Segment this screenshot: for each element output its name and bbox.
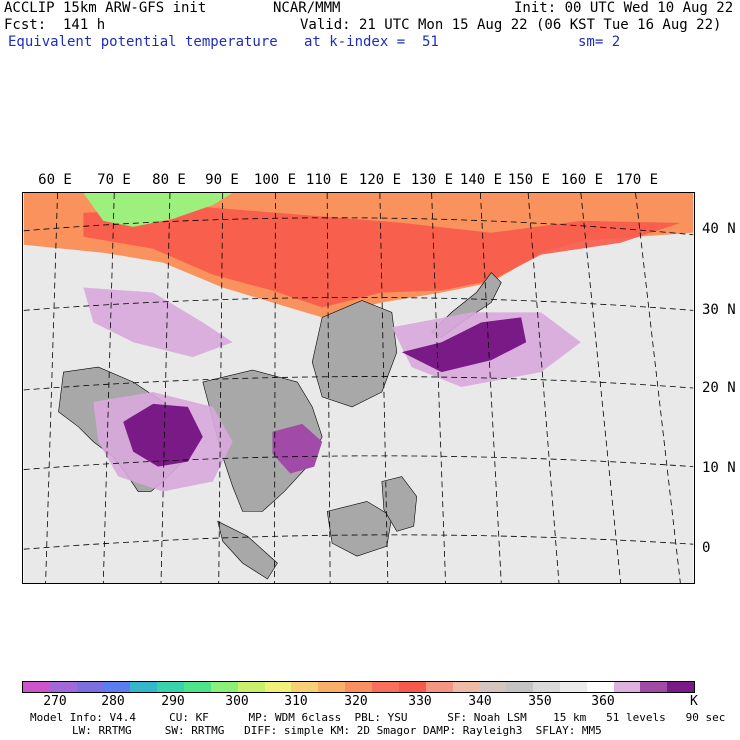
institution: NCAR/MMM [273, 0, 341, 16]
theta-e-map [22, 192, 695, 584]
colorbar-swatch-6 [184, 682, 211, 692]
colorbar-tick-280: 280 [101, 694, 125, 709]
lon-label-160e: 160 E [560, 172, 604, 188]
colorbar-swatch-11 [318, 682, 346, 692]
colorbar-tick-340: 340 [468, 694, 492, 709]
graticule [23, 193, 694, 583]
lon-label-170e: 170 E [615, 172, 659, 188]
smoothing: sm= 2 [578, 34, 621, 50]
colorbar-tick-360: 360 [591, 694, 615, 709]
forecast-hour: Fcst: 141 h [4, 17, 106, 33]
lon-label-140e: 140 E [459, 172, 503, 188]
colorbar-swatch-17 [479, 682, 507, 692]
valid-time: Valid: 21 UTC Mon 15 Aug 22 (06 KST Tue … [300, 17, 722, 33]
colorbar-swatch-21 [586, 682, 614, 692]
land-sumatra [217, 520, 278, 580]
lon-label-60e: 60 E [38, 172, 72, 188]
lon-label-80e: 80 E [152, 172, 186, 188]
colorbar-tick-300: 300 [225, 694, 249, 709]
colorbar-swatch-16 [452, 682, 480, 692]
colorbar-tick-330: 330 [408, 694, 432, 709]
lon-label-110e: 110 E [305, 172, 349, 188]
colorbar-swatch-22 [613, 682, 641, 692]
colorbar-tick-270: 270 [43, 694, 67, 709]
colorbar-swatch-2 [76, 682, 104, 692]
colorbar-swatch-10 [291, 682, 319, 692]
colorbar-swatch-15 [425, 682, 453, 692]
lon-label-130e: 130 E [410, 172, 454, 188]
theta-e-light-purple-north [83, 287, 233, 358]
lon-label-90e: 90 E [205, 172, 239, 188]
colorbar-swatch-12 [345, 682, 372, 692]
theta-e-max-japan [401, 317, 527, 373]
lon-label-120e: 120 E [358, 172, 402, 188]
colorbar-tick-350: 350 [528, 694, 552, 709]
colorbar-swatch-20 [559, 682, 587, 692]
lat-label-20n: 20 N [702, 380, 736, 396]
colorbar-tick-310: 310 [284, 694, 308, 709]
colorbar-swatch-3 [103, 682, 131, 692]
colorbar-unit: K [690, 694, 698, 709]
colorbar-swatch-9 [264, 682, 292, 692]
land-philippines [381, 476, 418, 532]
colorbar-swatch-18 [506, 682, 534, 692]
run-title: ACCLIP 15km ARW-GFS init [4, 0, 207, 16]
lat-label-30n: 30 N [702, 302, 736, 318]
colorbar-swatch-5 [157, 682, 185, 692]
colorbar-swatch-14 [398, 682, 426, 692]
theta-e-max-bay-of-bengal [123, 403, 203, 467]
colorbar [22, 681, 695, 693]
theta-e-green-patch [83, 193, 233, 227]
theta-e-red-band [83, 206, 681, 308]
k-index: at k-index = 51 [304, 34, 439, 50]
lat-label-40n: 40 N [702, 221, 736, 237]
colorbar-swatch-4 [130, 682, 158, 692]
lat-label-0: 0 [702, 540, 711, 556]
lon-label-150e: 150 E [507, 172, 551, 188]
colorbar-swatch-19 [533, 682, 560, 692]
colorbar-swatch-7 [210, 682, 238, 692]
colorbar-swatch-1 [49, 682, 77, 692]
init-time: Init: 00 UTC Wed 10 Aug 22 [514, 0, 734, 16]
lon-label-100e: 100 E [253, 172, 297, 188]
model-info-line1: Model Info: V4.4 CU: KF MP: WDM 6class P… [30, 711, 726, 724]
lon-label-70e: 70 E [97, 172, 131, 188]
colorbar-tick-290: 290 [161, 694, 185, 709]
colorbar-swatch-24 [667, 682, 695, 692]
colorbar-swatch-8 [237, 682, 265, 692]
colorbar-swatch-0 [23, 682, 50, 692]
colorbar-swatch-23 [640, 682, 668, 692]
lat-label-10n: 10 N [702, 460, 736, 476]
land-east-china [311, 300, 398, 408]
model-info-line2: LW: RRTMG SW: RRTMG DIFF: simple KM: 2D … [72, 724, 602, 737]
theta-e-max-south-china-sea [272, 423, 323, 474]
colorbar-swatch-13 [371, 682, 399, 692]
colorbar-tick-320: 320 [344, 694, 368, 709]
field-name: Equivalent potential temperature [8, 34, 278, 50]
